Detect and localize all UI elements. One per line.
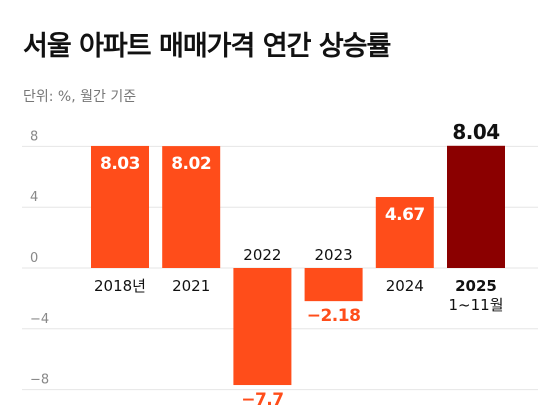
- x-tick-label: 2018년: [94, 277, 146, 295]
- data-label: 8.04: [452, 120, 499, 144]
- bar: [375, 197, 434, 268]
- chart-title: 서울 아파트 매매가격 연간 상승률: [23, 31, 391, 62]
- x-tick-label: 2021: [172, 277, 210, 295]
- data-label: −2.18: [307, 306, 361, 326]
- y-tick-label: 8: [30, 129, 38, 144]
- chart-subtitle: 단위: %, 월간 기준: [23, 89, 137, 105]
- data-label: 8.03: [100, 154, 140, 174]
- x-tick-sublabel: 1~11월: [449, 296, 504, 314]
- x-tick-label: 2022: [243, 246, 281, 264]
- bar: [304, 268, 363, 302]
- labels: 8 4 0 −4 −8 8.03 2018년 8.02 2021 −7.7 2022 −2.18 202…: [30, 120, 504, 410]
- bar: [233, 268, 292, 386]
- bar: [91, 145, 149, 268]
- bars: [91, 145, 505, 386]
- x-tick-label: 2023: [315, 246, 353, 264]
- bar: [447, 145, 505, 268]
- data-label: −7.7: [241, 390, 283, 410]
- bar: [162, 146, 221, 268]
- y-tick-label: 0: [30, 251, 38, 266]
- data-label: 4.67: [385, 205, 425, 225]
- y-tick-label: −4: [30, 312, 49, 327]
- y-tick-label: −8: [30, 373, 49, 388]
- y-tick-label: 4: [30, 190, 38, 205]
- data-label: 8.02: [171, 154, 211, 174]
- x-tick-label: 2025: [455, 277, 497, 295]
- x-tick-label: 2024: [386, 277, 424, 295]
